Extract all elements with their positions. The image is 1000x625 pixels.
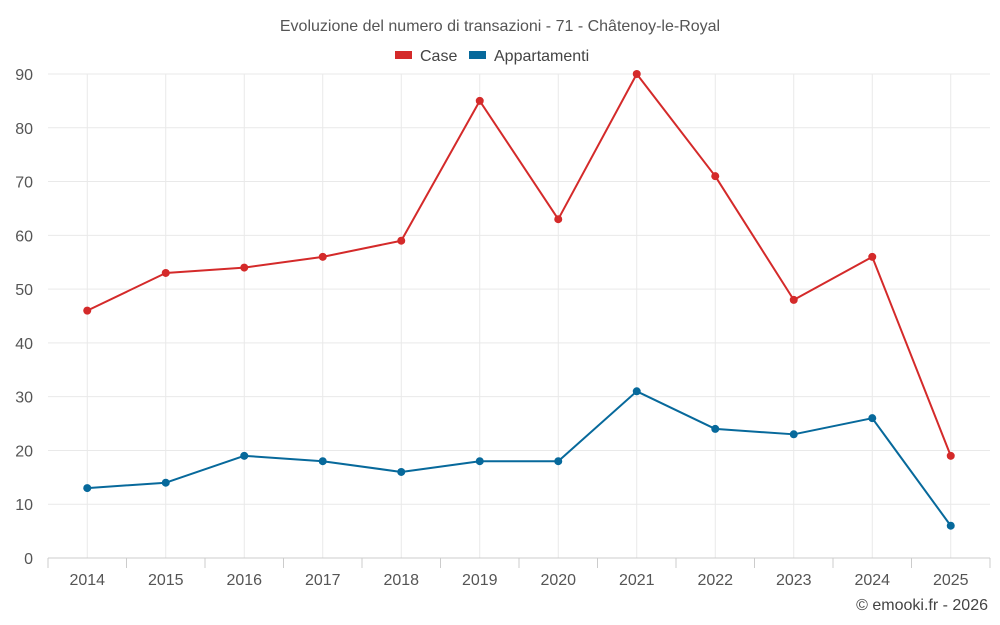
data-point-case-2015[interactable] <box>161 268 170 277</box>
data-point-case-2018[interactable] <box>397 236 406 245</box>
y-tick-label: 60 <box>15 228 33 245</box>
data-point-case-2025[interactable] <box>946 451 955 460</box>
x-tick-label: 2015 <box>148 572 184 589</box>
data-point-case-2019[interactable] <box>475 96 484 105</box>
x-tick-label: 2024 <box>854 572 890 589</box>
legend-label-appartamenti[interactable]: Appartamenti <box>494 48 589 65</box>
legend-swatch-case[interactable] <box>395 51 412 59</box>
x-tick-label: 2021 <box>619 572 655 589</box>
data-point-case-2023[interactable] <box>789 295 798 304</box>
data-point-appartamenti-2016[interactable] <box>240 451 249 460</box>
x-tick-label: 2022 <box>697 572 733 589</box>
data-point-case-2021[interactable] <box>632 70 641 78</box>
x-tick-label: 2019 <box>462 572 498 589</box>
x-tick-label: 2020 <box>540 572 576 589</box>
y-tick-label: 70 <box>15 175 33 192</box>
grid <box>48 73 990 558</box>
data-point-case-2020[interactable] <box>554 215 563 224</box>
data-point-appartamenti-2022[interactable] <box>711 424 720 433</box>
y-tick-label: 50 <box>15 282 33 299</box>
legend-label-case[interactable]: Case <box>420 48 457 65</box>
data-point-appartamenti-2021[interactable] <box>632 387 641 396</box>
data-point-appartamenti-2023[interactable] <box>789 430 798 439</box>
data-point-appartamenti-2020[interactable] <box>554 457 563 466</box>
chart-title: Evoluzione del numero di transazioni - 7… <box>280 18 720 35</box>
data-point-appartamenti-2024[interactable] <box>868 414 877 423</box>
data-point-appartamenti-2019[interactable] <box>475 457 484 466</box>
data-point-appartamenti-2014[interactable] <box>83 484 92 493</box>
data-point-case-2017[interactable] <box>318 252 327 261</box>
data-point-case-2024[interactable] <box>868 252 877 261</box>
data-point-case-2016[interactable] <box>240 263 249 272</box>
y-tick-label: 0 <box>24 551 33 568</box>
data-point-case-2022[interactable] <box>711 172 720 181</box>
x-tick-label: 2023 <box>776 572 812 589</box>
x-tick-label: 2025 <box>933 572 969 589</box>
legend[interactable]: Case Appartamenti <box>395 48 589 65</box>
data-point-appartamenti-2015[interactable] <box>161 478 170 487</box>
data-point-appartamenti-2017[interactable] <box>318 457 327 466</box>
data-point-case-2014[interactable] <box>83 306 92 315</box>
y-axis: 0 10 20 30 40 50 60 70 80 90 <box>15 67 33 568</box>
credit-text: © emooki.fr - 2026 <box>856 597 988 614</box>
x-tick-label: 2017 <box>305 572 341 589</box>
series-layer <box>83 70 955 530</box>
y-tick-label: 30 <box>15 390 33 407</box>
y-tick-label: 80 <box>15 121 33 138</box>
data-point-appartamenti-2018[interactable] <box>397 467 406 476</box>
y-tick-label: 90 <box>15 67 33 84</box>
x-tick-label: 2016 <box>226 572 262 589</box>
series-line-case[interactable] <box>86 73 952 457</box>
data-point-appartamenti-2025[interactable] <box>946 521 955 530</box>
y-tick-label: 20 <box>15 443 33 460</box>
x-tick-label: 2018 <box>383 572 419 589</box>
x-tick-label: 2014 <box>69 572 105 589</box>
y-tick-label: 40 <box>15 336 33 353</box>
series-line-appartamenti[interactable] <box>87 390 952 527</box>
x-axis: 2014 2015 2016 2017 2018 2019 2020 2021 2022 2023… <box>47 557 991 589</box>
y-tick-label: 10 <box>15 497 33 514</box>
legend-swatch-appartamenti[interactable] <box>469 51 486 59</box>
